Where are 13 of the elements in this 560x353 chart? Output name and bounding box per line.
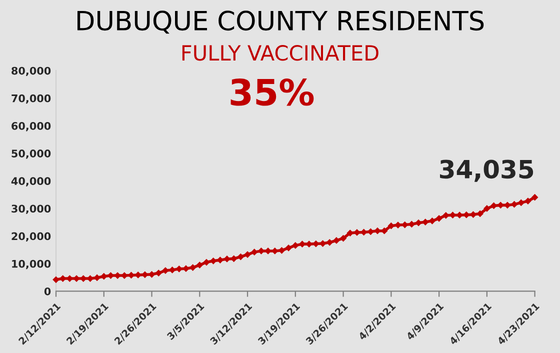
y-tick-label: 40,000 xyxy=(11,177,51,186)
y-tick-label: 20,000 xyxy=(12,232,51,242)
y-tick-label: 80,000 xyxy=(12,66,51,76)
y-tick-label: 70,000 xyxy=(12,94,51,104)
annotation: 35% xyxy=(230,78,314,106)
chart-subtitle: FULLY VACCINATED xyxy=(182,45,378,61)
annotation: 34,035 xyxy=(440,160,534,182)
y-tick-label: 10,000 xyxy=(12,260,51,270)
chart-title: DUBUQUE COUNTY RESIDENTS xyxy=(77,10,484,34)
y-tick-label: 30,000 xyxy=(12,204,51,214)
y-tick-label: 0 xyxy=(44,287,51,296)
y-tick-label: 60,000 xyxy=(12,122,51,132)
y-tick-label: 50,000 xyxy=(12,150,51,159)
